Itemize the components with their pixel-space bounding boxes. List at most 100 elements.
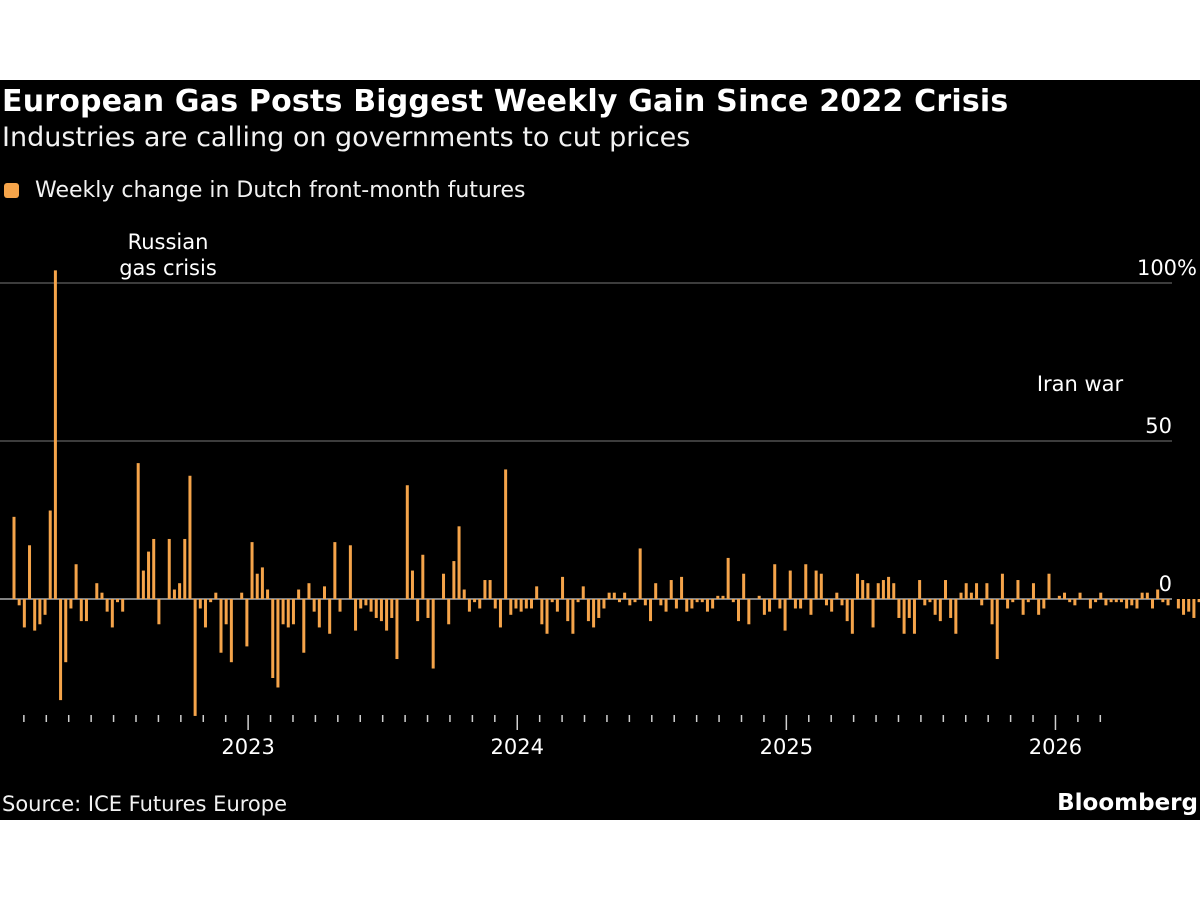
bar	[1000, 573, 1004, 599]
bar	[643, 599, 647, 606]
bar	[726, 557, 730, 599]
bar	[623, 592, 627, 599]
bar	[59, 599, 63, 701]
bar	[628, 599, 632, 606]
bar	[245, 599, 249, 647]
bar	[17, 599, 21, 606]
bar	[550, 599, 554, 603]
bar	[799, 599, 803, 609]
bar	[638, 548, 642, 599]
bar	[612, 592, 616, 599]
bar	[79, 599, 83, 622]
bar	[405, 485, 409, 599]
bar	[1192, 599, 1196, 618]
bar	[431, 599, 435, 669]
bar	[845, 599, 849, 622]
source-note: Source: ICE Futures Europe	[2, 792, 288, 816]
bar	[1073, 599, 1077, 606]
bar	[530, 599, 533, 609]
bar	[473, 599, 477, 603]
bar	[307, 583, 311, 599]
bar	[737, 599, 740, 622]
bar	[1088, 599, 1092, 609]
bar	[240, 592, 244, 599]
bar	[209, 599, 213, 603]
bar	[467, 599, 471, 612]
bar	[333, 542, 337, 599]
bar	[1151, 599, 1154, 609]
bar	[147, 551, 151, 599]
bar	[1016, 580, 1020, 599]
bar	[602, 599, 606, 609]
x-tick-label: 2024	[491, 735, 544, 759]
bar	[53, 270, 57, 599]
bar	[861, 580, 865, 599]
bar	[617, 599, 621, 603]
y-tick-label: 50	[1145, 414, 1172, 438]
bar	[949, 599, 953, 618]
bar	[338, 599, 342, 612]
bar	[374, 599, 378, 618]
bar	[69, 599, 73, 609]
bar	[659, 599, 663, 606]
x-tick-label: 2026	[1029, 735, 1082, 759]
bar	[167, 538, 171, 599]
bar	[395, 599, 399, 660]
bar	[12, 516, 16, 599]
bar	[1057, 595, 1061, 599]
bar	[840, 599, 844, 606]
bar	[876, 583, 880, 599]
bar	[514, 599, 518, 609]
bar	[442, 573, 446, 599]
bar	[944, 580, 947, 599]
bar	[421, 554, 425, 599]
bar	[866, 583, 870, 599]
bar	[328, 599, 332, 634]
bar	[793, 599, 797, 609]
bar	[1187, 599, 1191, 612]
bar	[276, 599, 280, 688]
bar	[136, 463, 140, 599]
bar	[649, 599, 653, 622]
bar	[1042, 599, 1046, 609]
bar	[850, 599, 854, 634]
annotation-russian-gas-crisis: Russian	[128, 230, 209, 254]
bar	[141, 570, 145, 599]
bar	[705, 599, 709, 612]
bar	[281, 599, 285, 625]
bar	[317, 599, 321, 628]
bar	[545, 599, 549, 634]
bar	[711, 599, 715, 609]
bar	[74, 564, 78, 599]
bar	[804, 564, 808, 599]
bar	[498, 599, 502, 628]
bar	[203, 599, 207, 628]
bar	[566, 599, 570, 622]
bar	[297, 589, 301, 599]
bar	[1094, 599, 1098, 603]
bar	[447, 599, 451, 625]
bar	[1114, 599, 1118, 603]
bar	[178, 583, 182, 599]
bar	[286, 599, 290, 628]
bar	[1063, 592, 1067, 599]
bar	[219, 599, 223, 653]
bar	[980, 599, 984, 606]
bar	[721, 595, 725, 599]
annotation-iran-war: Iran war	[1037, 372, 1124, 396]
bar	[664, 599, 668, 612]
bar	[426, 599, 430, 618]
bar	[364, 599, 368, 606]
bar	[954, 599, 958, 634]
bar	[907, 599, 911, 618]
bar	[1119, 599, 1123, 603]
bar	[84, 599, 88, 622]
bar	[28, 545, 32, 599]
bar	[1026, 599, 1030, 603]
bar	[22, 599, 26, 628]
bar	[1021, 599, 1025, 615]
y-tick-label: 100%	[1137, 256, 1197, 280]
bar	[581, 586, 585, 599]
bar	[969, 592, 973, 599]
bar	[493, 599, 497, 609]
